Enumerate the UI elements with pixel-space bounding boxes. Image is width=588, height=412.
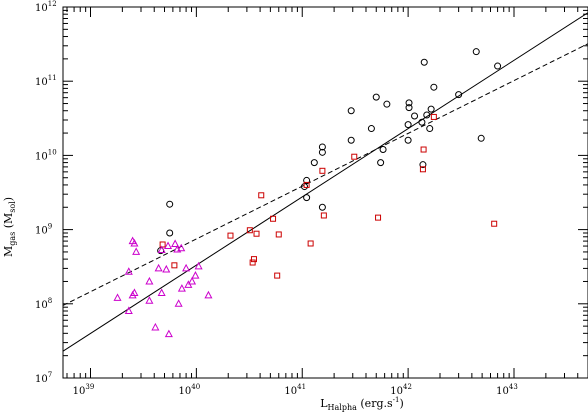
square-marker	[419, 166, 426, 173]
circle-marker	[367, 125, 375, 133]
circle-marker	[166, 200, 174, 208]
triangle-marker	[145, 276, 154, 285]
x-tick-label: 1043	[496, 383, 518, 397]
x-tick-label: 1042	[390, 383, 412, 397]
square-marker	[275, 231, 282, 238]
triangle-marker	[204, 290, 213, 299]
circle-marker	[377, 159, 385, 167]
square-marker	[159, 241, 166, 248]
circle-marker	[430, 83, 438, 91]
y-tick-label: 1012	[35, 0, 57, 14]
triangle-marker	[182, 263, 191, 272]
square-marker	[491, 220, 498, 227]
triangle-marker	[151, 322, 160, 331]
triangle-marker	[132, 247, 141, 255]
square-marker	[303, 181, 310, 188]
circle-marker	[318, 203, 326, 211]
x-tick-label: 1039	[73, 383, 95, 397]
circle-marker	[303, 176, 311, 184]
circle-marker	[372, 93, 380, 101]
circle-marker	[166, 229, 174, 237]
circle-marker	[383, 100, 391, 108]
y-tick-label: 107	[35, 371, 52, 385]
circle-marker	[303, 194, 311, 202]
y-axis-label: Mgas (Msol)	[2, 197, 17, 257]
square-marker	[246, 227, 253, 234]
triangle-marker	[130, 238, 139, 247]
circle-marker	[419, 161, 427, 169]
triangle-marker	[157, 245, 166, 254]
circle-marker	[405, 104, 413, 112]
x-tick-label: 1040	[179, 383, 201, 397]
circle-marker	[318, 143, 326, 151]
triangle-marker	[174, 299, 183, 307]
triangle-marker	[130, 288, 139, 296]
circle-marker	[427, 105, 435, 113]
circle-marker	[405, 99, 413, 107]
square-marker	[253, 230, 260, 237]
circle-marker	[411, 112, 419, 120]
triangle-marker	[194, 261, 203, 270]
circle-marker	[477, 134, 485, 142]
square-marker	[270, 215, 277, 222]
circle-marker	[494, 62, 502, 70]
square-marker	[274, 272, 281, 279]
square-marker	[375, 214, 382, 221]
square-marker	[320, 212, 327, 219]
triangle-marker	[163, 241, 173, 250]
square-marker	[319, 167, 326, 174]
square-marker	[227, 232, 234, 239]
triangle-marker	[177, 243, 186, 252]
triangle-marker	[124, 306, 133, 314]
y-tick-label: 109	[35, 223, 52, 237]
tick-labels: 1039 1040 1041 1042 1043 107 108 109 1010 1011 101…	[35, 0, 518, 397]
triangle-marker	[191, 271, 200, 279]
circle-marker	[426, 125, 434, 133]
plot-frame	[62, 6, 588, 379]
triangle-marker	[162, 264, 171, 273]
circle-marker	[418, 118, 426, 126]
square-marker	[249, 259, 256, 266]
solid-fit-line	[62, 12, 588, 352]
triangle-marker	[154, 263, 163, 272]
square-marker	[351, 153, 358, 160]
triangle-marker	[177, 284, 186, 292]
square-marker	[258, 192, 265, 199]
circle-marker	[423, 111, 431, 119]
circle-marker	[310, 159, 318, 167]
data-markers	[113, 48, 502, 338]
x-axis-label: LHalpha (erg.s-1)	[320, 396, 404, 412]
circle-marker	[404, 136, 412, 144]
y-tick-label: 1011	[35, 74, 57, 88]
circle-marker	[404, 121, 412, 129]
square-marker	[307, 240, 314, 247]
circle-marker	[420, 58, 428, 66]
circle-marker	[347, 107, 355, 115]
circle-marker	[318, 148, 326, 156]
y-tick-label: 108	[35, 297, 52, 311]
square-marker	[420, 146, 427, 153]
y-tick-label: 1010	[35, 148, 57, 162]
dashed-fit-line	[62, 43, 588, 306]
fit-lines	[62, 12, 588, 352]
square-marker	[430, 113, 437, 120]
square-marker	[171, 262, 178, 269]
triangle-marker	[171, 239, 180, 247]
axis-ticks	[63, 6, 588, 379]
triangle-marker	[124, 267, 133, 275]
triangle-marker	[187, 276, 197, 285]
circle-marker	[472, 48, 480, 56]
triangle-marker	[145, 296, 154, 304]
circle-marker	[379, 146, 387, 154]
triangle-marker	[157, 288, 166, 296]
triangle-marker	[113, 293, 122, 301]
circle-marker	[455, 91, 463, 99]
square-marker	[250, 256, 257, 263]
triangle-marker	[164, 329, 173, 338]
x-tick-label: 1041	[284, 383, 306, 397]
circle-marker	[347, 136, 355, 144]
